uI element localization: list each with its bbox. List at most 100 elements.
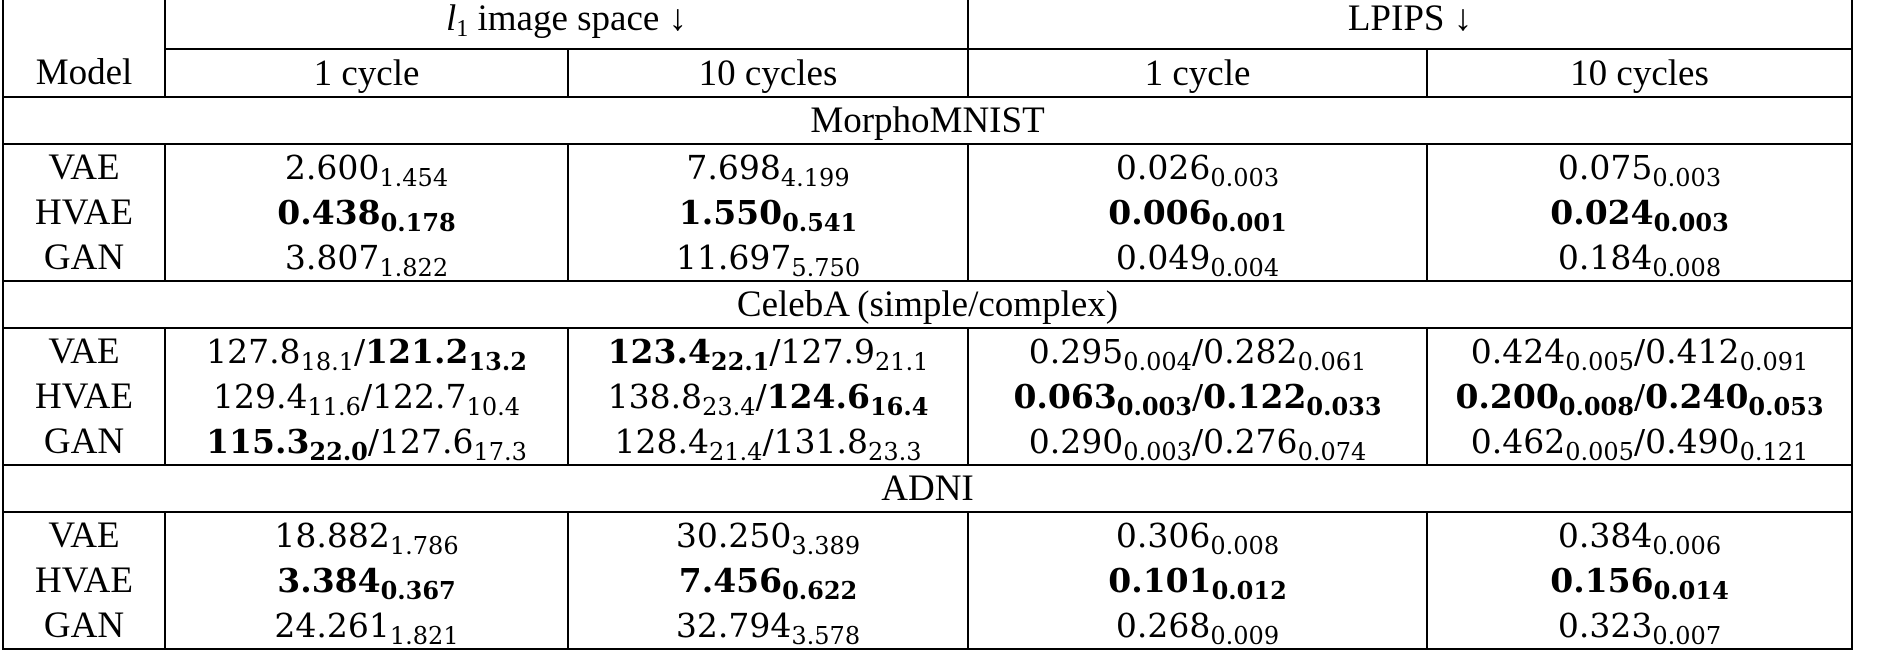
std-value: 0.005 [1565,348,1634,376]
std-value: 0.007 [1652,622,1722,650]
std-value: 23.4 [702,393,756,421]
mean-value: 0.462 [1470,422,1566,461]
mean-value: 0.024 [1550,193,1654,232]
mean-value: 0.490 [1645,422,1740,461]
model-name: GAN [2,235,166,282]
metric-cell: 123.422.1/127.921.1 [568,328,970,376]
std-value: 21.4 [709,438,763,466]
std-value: 0.004 [1210,254,1280,282]
mean-value: 0.412 [1645,332,1740,371]
metric-value: 32.7943.578 [675,606,860,648]
std-value: 0.622 [782,576,858,605]
metric-value: 30.2503.389 [676,516,860,558]
mean-value: 121.2 [365,332,469,371]
metric-value: 0.2950.004 [1029,332,1192,374]
best-metric-value: 0.1010.012 [1108,561,1287,603]
metric-value: 127.617.3 [379,422,527,464]
metric-value: 0.2680.009 [1115,606,1279,648]
std-value: 0.091 [1739,348,1809,376]
metric-value: 127.818.1 [206,332,354,374]
mean-value: 0.156 [1550,561,1654,600]
std-value: 17.3 [473,438,527,466]
header-l1-1-cycle: 1 cycle [165,49,569,98]
mean-value: 127.9 [780,332,875,371]
header-l1-image-space: l1 image space ↓ [165,0,970,50]
table-body: MorphoMNIST VAE 2.6001.454 7.6984.199 0.026 0… [1,97,1854,650]
mean-value: 18.882 [274,516,390,555]
metric-value: 129.411.6 [213,377,361,419]
mean-value: 0.075 [1557,148,1653,187]
mean-value: 0.240 [1645,377,1749,416]
table-row: HVAE 0.4380.178 1.5500.541 0.0060.001 0.0240… [2,190,1854,237]
value-separator: / [769,332,781,371]
mean-value: 127.6 [379,422,474,461]
mean-value: 1.550 [678,193,783,232]
mean-value: 0.063 [1013,377,1117,416]
mean-value: 3.807 [284,238,380,277]
mean-value: 7.456 [678,561,783,600]
mean-value: 0.101 [1108,561,1212,600]
model-name: HVAE [2,190,166,235]
mean-value: 123.4 [607,332,711,371]
mean-value: 32.794 [675,606,792,645]
mean-value: 0.268 [1115,606,1211,645]
std-value: 13.2 [468,347,527,376]
metric-value: 2.6001.454 [284,148,448,190]
mean-value: 0.200 [1455,377,1559,416]
table-row: GAN 115.322.0/127.617.3 128.421.4/131.823.… [2,419,1854,466]
best-metric-value: 0.4380.178 [277,193,456,235]
metric-cell: 11.6975.750 [568,235,970,282]
mean-value: 0.384 [1557,516,1653,555]
metric-cell: 1.5500.541 [568,190,970,235]
metric-value: 0.3230.007 [1558,606,1721,648]
mean-value: 2.600 [284,148,380,187]
value-separator: / [1191,422,1204,461]
std-value: 11.6 [307,393,361,421]
metric-cell: 0.2900.003/0.2760.074 [968,419,1429,466]
metric-cell: 0.0490.004 [968,235,1429,282]
mean-value: 0.282 [1203,332,1298,371]
value-separator: / [1633,332,1646,371]
metric-cell: 2.6001.454 [165,144,569,190]
std-value: 0.008 [1652,254,1722,282]
section-title: MorphoMNIST [1,97,1854,145]
metric-cell: 0.0750.003 [1427,144,1854,192]
best-metric-value: 0.0060.001 [1108,193,1287,235]
value-separator: / [1633,377,1646,416]
metric-cell: 0.2680.009 [968,603,1429,650]
mean-value: 127.8 [206,332,301,371]
metric-value: 127.921.1 [780,332,929,374]
metric-value: 0.3840.006 [1557,516,1721,558]
metric-value: 7.6984.199 [686,148,849,190]
std-value: 0.003 [1123,438,1192,466]
metric-cell: 0.4620.005/0.4900.121 [1427,419,1854,466]
std-value: 0.008 [1558,392,1634,421]
section-header-row: CelebA (simple/complex) [1,281,1854,329]
metric-value: 0.1840.008 [1558,238,1721,280]
value-separator: / [1191,377,1204,416]
metric-cell: 3.3840.367 [165,558,569,603]
std-value: 0.006 [1652,532,1722,560]
metric-cell: 0.3840.006 [1427,512,1854,558]
best-metric-value: 3.3840.367 [277,561,456,603]
results-table: l1 image space ↓ LPIPS ↓ Model 1 cycle 1… [1,0,1854,650]
metric-cell: 0.2000.008/0.2400.053 [1427,374,1854,421]
mean-value: 129.4 [213,377,308,416]
metric-value: 0.2900.003 [1029,422,1192,464]
metric-cell: 7.6984.199 [568,144,970,190]
metric-value: 0.3060.008 [1116,516,1279,558]
std-value: 0.003 [1652,164,1722,192]
metric-value: 3.8071.822 [284,238,448,280]
mean-value: 131.8 [773,422,869,461]
metric-cell: 0.3060.008 [968,512,1429,558]
mean-value: 3.384 [277,561,381,600]
mean-value: 0.424 [1470,332,1566,371]
value-separator: / [762,422,774,461]
std-value: 1.454 [379,164,449,192]
metric-cell: 30.2503.389 [568,512,970,558]
model-name: VAE [2,328,166,374]
std-value: 22.1 [710,347,770,376]
std-value: 0.121 [1739,438,1809,466]
mean-value: 0.026 [1115,148,1211,187]
std-value: 0.003 [1653,208,1729,237]
